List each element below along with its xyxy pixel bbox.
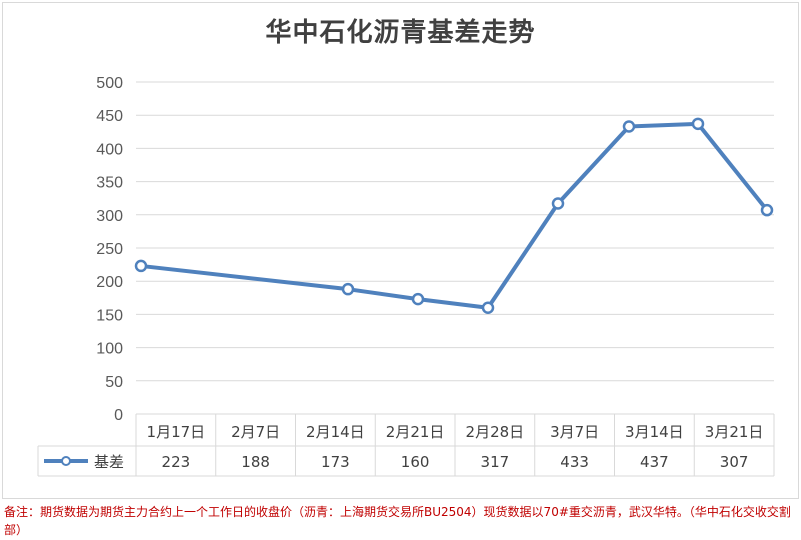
series-markers: [134, 117, 774, 315]
x-tick-label: 2月28日: [466, 423, 525, 441]
x-tick-label: 2月21日: [386, 423, 445, 441]
data-label: 437: [640, 453, 669, 471]
y-tick-label: 200: [96, 274, 123, 291]
data-point: [341, 282, 355, 296]
data-point: [760, 203, 774, 217]
data-point: [411, 292, 425, 306]
x-tick-label: 3月7日: [550, 423, 599, 441]
data-label: 307: [720, 453, 749, 471]
legend-label: 基差: [94, 453, 124, 471]
x-tick-label: 1月17日: [147, 423, 206, 441]
series-line: [140, 121, 769, 310]
data-label: 317: [481, 453, 510, 471]
data-label: 173: [321, 453, 350, 471]
series-lines: [140, 121, 769, 310]
y-tick-label: 100: [96, 341, 123, 358]
y-tick-label: 500: [96, 75, 123, 92]
x-tick-label: 3月21日: [705, 423, 764, 441]
y-tick-label: 300: [96, 208, 123, 225]
data-label: 160: [401, 453, 430, 471]
y-tick-label: 0: [114, 407, 123, 424]
y-tick-label: 50: [105, 374, 123, 391]
x-tick-label: 2月14日: [306, 423, 365, 441]
y-tick-label: 450: [96, 108, 123, 125]
y-axis-ticks: 0 50 100 150 200 250 300 350 400 450 500: [96, 75, 123, 424]
chart-frame: [2, 2, 799, 499]
data-point: [134, 259, 148, 273]
data-point: [691, 117, 705, 131]
y-tick-label: 400: [96, 141, 123, 158]
y-tick-label: 150: [96, 307, 123, 324]
data-label: 433: [560, 453, 589, 471]
x-tick-label: 3月14日: [625, 423, 684, 441]
chart-title: 华中石化沥青基差走势: [265, 18, 536, 48]
data-label: 188: [241, 453, 270, 471]
x-tick-label: 2月7日: [231, 423, 280, 441]
legend-marker: [61, 456, 71, 466]
data-point: [551, 197, 565, 210]
data-table: 1月17日 223 2月7日 188 2月14日 173 2月21日 160 2月28日 317 3…: [37, 414, 775, 477]
data-label: 223: [162, 453, 191, 471]
data-point: [481, 301, 495, 315]
y-tick-label: 250: [96, 241, 123, 258]
data-point: [622, 120, 636, 133]
y-tick-label: 350: [96, 175, 123, 192]
gridlines: [136, 81, 774, 415]
footnote: 备注：期货数据为期货主力合约上一个工作日的收盘价（沥青：上海期货交易所BU250…: [4, 505, 791, 537]
